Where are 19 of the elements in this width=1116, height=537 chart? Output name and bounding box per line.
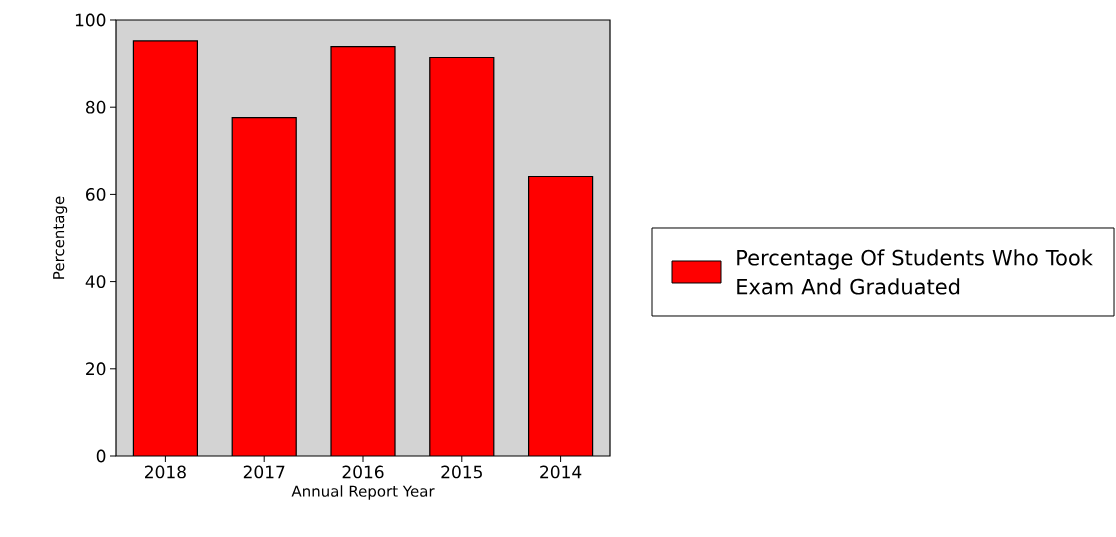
bar	[528, 175, 594, 456]
x-tick-label: 2015	[441, 465, 482, 479]
y-tick-label: 100	[75, 13, 106, 27]
x-axis-title: Annual Report Year	[291, 485, 435, 500]
y-tick-label: 20	[86, 362, 106, 376]
bar	[331, 46, 395, 456]
y-axis-title: Percentage	[53, 196, 68, 279]
y-tick-label: 0	[96, 449, 106, 463]
x-tick-label: 2014	[540, 465, 582, 479]
y-tick-label: 40	[85, 275, 106, 289]
text: Percentage Of Students Who Took Exam And Graduated	[737, 249, 1093, 295]
y-tick-label: 60	[86, 187, 106, 201]
bar	[232, 117, 297, 456]
bar	[429, 57, 494, 456]
y-tick-label: 80	[86, 100, 106, 114]
x-tick-label: 2016	[342, 465, 384, 479]
bar	[133, 40, 198, 456]
x-tick-label: 2018	[145, 465, 186, 479]
x-tick-label: 2017	[243, 465, 285, 479]
